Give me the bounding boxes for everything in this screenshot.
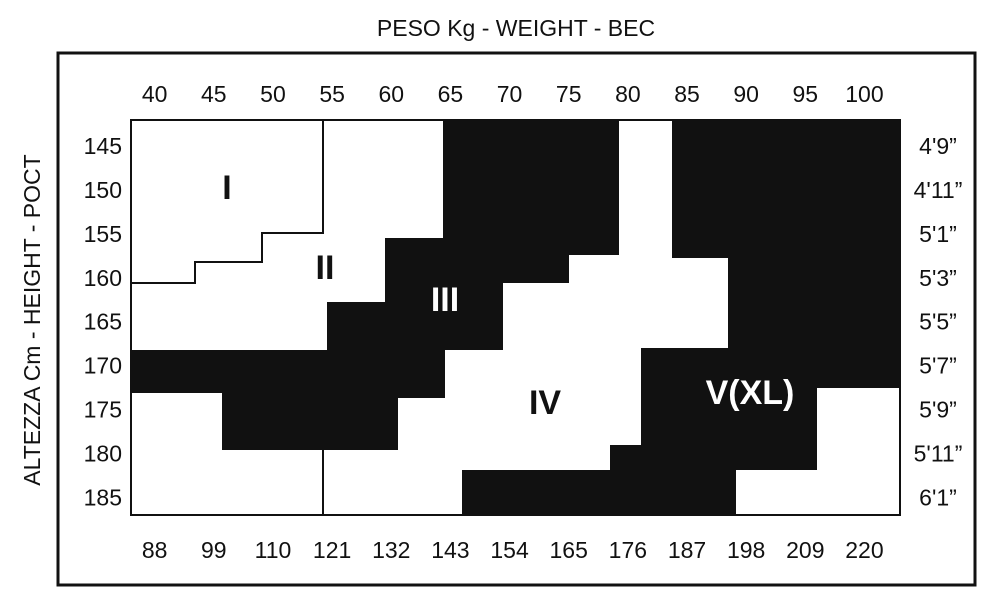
height-cm-label: 165 xyxy=(84,309,122,335)
region-label: IV xyxy=(529,384,561,422)
weight-lbs-label: 187 xyxy=(668,537,706,563)
weight-lbs-label: 209 xyxy=(786,537,824,563)
weight-kg-label: 100 xyxy=(845,81,883,107)
region-v-area xyxy=(462,120,900,515)
weight-lbs-label: 88 xyxy=(142,537,168,563)
height-ft-label: 5'9” xyxy=(919,396,957,422)
weight-lbs-label: 154 xyxy=(490,537,529,563)
region-label: V(XL) xyxy=(706,374,795,412)
height-ft-label: 5'1” xyxy=(919,221,957,247)
weight-kg-label: 75 xyxy=(556,81,582,107)
height-ft-label: 4'11” xyxy=(914,177,963,203)
title: PESO Kg - WEIGHT - BEC xyxy=(377,15,655,41)
weight-kg-label: 90 xyxy=(733,81,759,107)
height-cm-label: 145 xyxy=(84,133,122,159)
weight-lbs-label: 198 xyxy=(727,537,765,563)
weight-kg-label: 85 xyxy=(674,81,700,107)
height-cm-label: 160 xyxy=(84,265,122,291)
height-ft-label: 4'9” xyxy=(919,133,957,159)
outer-frame xyxy=(56,51,977,587)
height-cm-label: 180 xyxy=(84,440,122,466)
region-label: I xyxy=(222,169,231,207)
height-ft-label: 5'3” xyxy=(919,265,957,291)
height-cm-label: 170 xyxy=(84,353,122,379)
height-ft-label: 5'7” xyxy=(919,353,957,379)
weight-lbs-label: 121 xyxy=(313,537,351,563)
weight-kg-label: 60 xyxy=(378,81,404,107)
weight-kg-label: 65 xyxy=(438,81,464,107)
weight-kg-label: 40 xyxy=(142,81,168,107)
side-title: ALTEZZA Cm - HEIGHT - POCT xyxy=(19,154,45,485)
weight-lbs-label: 165 xyxy=(550,537,588,563)
height-cm-label: 150 xyxy=(84,177,122,203)
region-i-border xyxy=(131,120,324,284)
weight-kg-label: 95 xyxy=(793,81,819,107)
height-cm-label: 155 xyxy=(84,221,122,247)
weight-lbs-label: 220 xyxy=(845,537,883,563)
weight-lbs-label: 176 xyxy=(609,537,647,563)
weight-lbs-label: 132 xyxy=(372,537,410,563)
weight-lbs-label: 99 xyxy=(201,537,227,563)
region-iii-area xyxy=(131,120,619,450)
weight-kg-label: 55 xyxy=(319,81,345,107)
height-cm-label: 185 xyxy=(84,484,122,510)
weight-kg-label: 80 xyxy=(615,81,641,107)
region-label: III xyxy=(431,281,459,319)
weight-kg-label: 45 xyxy=(201,81,227,107)
height-ft-label: 5'5” xyxy=(919,309,957,335)
region-label: II xyxy=(316,249,335,287)
weight-kg-label: 50 xyxy=(260,81,286,107)
height-ft-label: 6'1” xyxy=(919,484,957,510)
weight-lbs-label: 143 xyxy=(431,537,469,563)
height-cm-label: 175 xyxy=(84,396,122,422)
weight-kg-label: 70 xyxy=(497,81,523,107)
weight-lbs-label: 110 xyxy=(255,537,292,563)
height-ft-label: 5'11” xyxy=(914,440,963,466)
